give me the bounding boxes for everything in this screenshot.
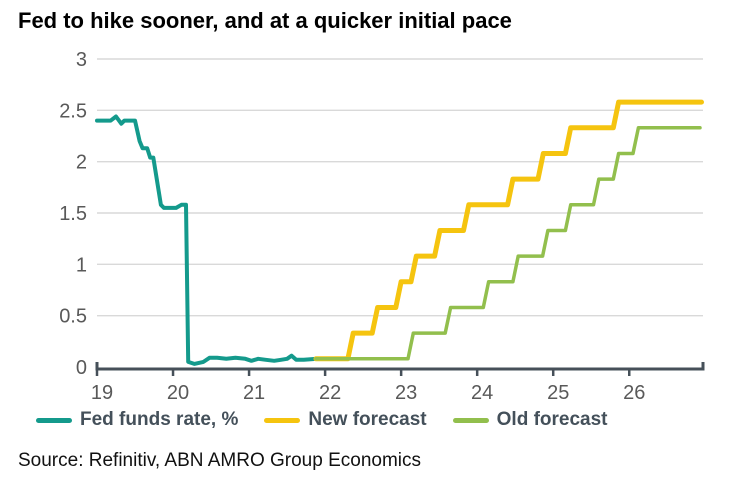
fed-funds-line-swatch bbox=[36, 417, 72, 423]
x-tick-label: 21 bbox=[243, 382, 265, 404]
x-tick-label: 25 bbox=[547, 382, 569, 404]
chart-legend: Fed funds rate, % New forecast Old forec… bbox=[36, 409, 716, 431]
chart-title: Fed to hike sooner, and at a quicker ini… bbox=[18, 8, 512, 33]
y-tick-label: 1.5 bbox=[59, 203, 87, 225]
source-note: Source: Refinitiv, ABN AMRO Group Econom… bbox=[18, 450, 422, 471]
series-line-old-forecast bbox=[314, 126, 702, 361]
x-tick-label: 19 bbox=[91, 382, 113, 404]
x-tick-label: 22 bbox=[319, 382, 341, 404]
new-forecast-line-swatch bbox=[264, 417, 301, 423]
old-forecast-line-swatch bbox=[452, 417, 489, 423]
y-tick-label: 0.5 bbox=[59, 306, 87, 328]
legend-label-new-forecast: New forecast bbox=[308, 409, 427, 430]
y-tick-label: 2.5 bbox=[59, 100, 87, 122]
legend-label-fed-funds-rate: Fed funds rate, % bbox=[80, 409, 239, 430]
y-tick-label: 3 bbox=[76, 49, 87, 71]
x-tick-label: 20 bbox=[167, 382, 189, 404]
legend-item-fed-funds-rate: Fed funds rate, % bbox=[36, 409, 238, 431]
y-tick-label: 0 bbox=[76, 357, 87, 379]
x-tick-label: 23 bbox=[395, 382, 417, 404]
series-line-new-forecast bbox=[313, 99, 704, 362]
chart-plot-area: 0 0.5 1 1.5 2 2.5 3 19 20 21 22 23 24 25 26 bbox=[59, 49, 705, 404]
legend-item-new-forecast: New forecast bbox=[264, 409, 427, 431]
x-tick-label: 26 bbox=[623, 382, 645, 404]
legend-label-old-forecast: Old forecast bbox=[496, 409, 608, 430]
series-line-fed-funds-rate bbox=[95, 114, 320, 366]
legend-item-old-forecast: Old forecast bbox=[452, 409, 608, 431]
x-tick-label: 24 bbox=[471, 382, 493, 404]
y-tick-label: 1 bbox=[76, 254, 87, 276]
y-tick-label: 2 bbox=[76, 152, 87, 174]
